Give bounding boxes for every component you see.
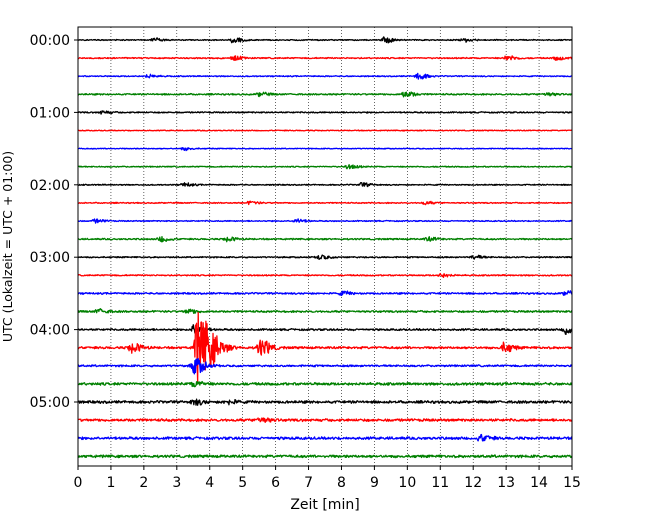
y-tick-label: 04:00 bbox=[30, 323, 70, 339]
seismogram-trace bbox=[77, 417, 573, 424]
y-tick-label: 02:00 bbox=[30, 178, 70, 194]
seismogram-trace bbox=[77, 218, 573, 224]
y-tick-label: 01:00 bbox=[30, 105, 70, 121]
y-tick-label: 00:00 bbox=[30, 33, 70, 49]
x-tick-label: 8 bbox=[337, 475, 346, 491]
seismogram-trace bbox=[77, 200, 573, 206]
x-tick-label: 2 bbox=[139, 475, 148, 491]
x-tick-label: 9 bbox=[370, 475, 379, 491]
seismogram-trace bbox=[77, 164, 573, 170]
y-tick-label: 03:00 bbox=[30, 250, 70, 266]
x-tick-label: 6 bbox=[271, 475, 280, 491]
x-tick-label: 3 bbox=[172, 475, 181, 491]
x-tick-label: 14 bbox=[530, 475, 548, 491]
seismogram-trace bbox=[77, 308, 573, 314]
y-tick-label: 05:00 bbox=[30, 395, 70, 411]
x-tick-label: 7 bbox=[304, 475, 313, 491]
x-tick-label: 5 bbox=[238, 475, 247, 491]
seismogram-trace bbox=[77, 181, 573, 188]
x-tick-label: 0 bbox=[74, 475, 83, 491]
seismogram-trace bbox=[77, 36, 573, 44]
axes-frame bbox=[77, 26, 573, 467]
seismogram-trace bbox=[77, 72, 573, 80]
seismogram-trace bbox=[77, 454, 573, 459]
seismogram-trace bbox=[77, 129, 573, 132]
trace-group bbox=[77, 36, 573, 459]
seismogram-trace bbox=[77, 110, 573, 115]
seismogram-trace bbox=[77, 272, 573, 278]
x-tick-label: 10 bbox=[398, 475, 416, 491]
y-axis-label: UTC (Lokalzeit = UTC + 01:00) bbox=[0, 151, 15, 342]
seismogram-trace bbox=[77, 254, 573, 260]
seismogram-trace bbox=[77, 311, 573, 383]
x-tick-label: 4 bbox=[205, 475, 214, 491]
seismogram-trace bbox=[77, 380, 573, 388]
seismogram-trace bbox=[77, 146, 573, 152]
seismogram-trace bbox=[77, 398, 573, 406]
tick-group: 0 1 2 3 4 5 6 7 8 9 10 11 12 13 14 1500:0001:0002:0003:… bbox=[30, 33, 581, 491]
x-tick-label: 15 bbox=[563, 475, 581, 491]
x-grid bbox=[110, 27, 540, 466]
seismogram-trace bbox=[77, 290, 573, 297]
seismogram-trace bbox=[77, 433, 573, 442]
x-tick-label: 11 bbox=[431, 475, 449, 491]
x-tick-label: 13 bbox=[497, 475, 515, 491]
seismogram-trace bbox=[77, 55, 573, 62]
seismogram-trace bbox=[77, 91, 573, 98]
seismogram-trace bbox=[77, 324, 573, 336]
seismogram-trace bbox=[77, 357, 573, 375]
x-tick-label: 12 bbox=[464, 475, 482, 491]
x-axis-label: Zeit [min] bbox=[290, 497, 359, 513]
x-tick-label: 1 bbox=[106, 475, 115, 491]
seismogram-trace bbox=[77, 236, 573, 243]
